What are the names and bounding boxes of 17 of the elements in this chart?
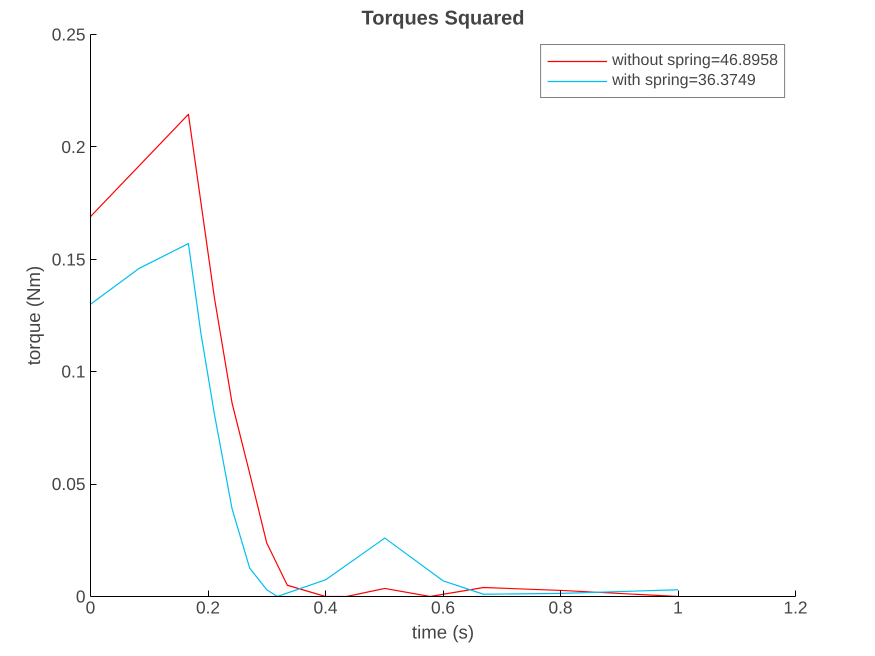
x-tick-label: 0.8 bbox=[548, 598, 573, 618]
x-tick-label: 1 bbox=[673, 598, 683, 618]
x-tick-label: 0.6 bbox=[430, 598, 456, 618]
x-tick-label: 1.2 bbox=[783, 598, 808, 618]
legend-label: without spring=46.8958 bbox=[612, 52, 778, 70]
y-tick-label: 0.25 bbox=[52, 24, 86, 44]
x-tick-label: 0.2 bbox=[196, 598, 220, 618]
chart-title: Torques Squared bbox=[362, 8, 525, 30]
y-tick-label: 0.05 bbox=[52, 474, 86, 494]
y-tick-label: 0.2 bbox=[61, 136, 86, 157]
x-tick-label: 0.4 bbox=[313, 598, 338, 618]
x-axis-title: time (s) bbox=[412, 622, 474, 642]
y-axis-title: torque (Nm) bbox=[22, 266, 44, 366]
line-series bbox=[90, 242, 679, 596]
y-tick-label: 0.15 bbox=[52, 249, 86, 270]
legend-label: with spring=36.3749 bbox=[612, 72, 756, 90]
y-tick-label: 0.1 bbox=[61, 362, 86, 382]
